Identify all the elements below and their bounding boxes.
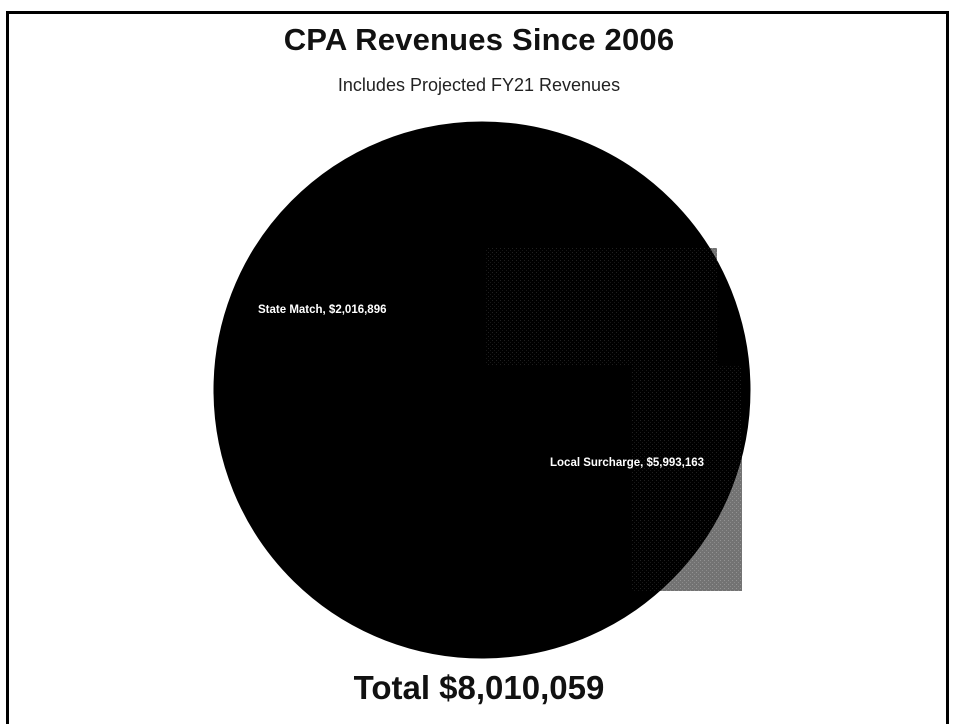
chart-subtitle: Includes Projected FY21 Revenues (337, 75, 621, 95)
data-label-state-match: State Match, $2,016,896 (258, 304, 387, 316)
data-label-local-surcharge: Local Surcharge, $5,993,163 (550, 457, 704, 469)
chart-title: CPA Revenues Since 2006 (283, 22, 675, 57)
pie-slice-state-match (213, 121, 483, 394)
chart-total: Total $8,010,059 (353, 669, 605, 706)
scan-texture-patch (485, 248, 717, 366)
scan-texture-patch (632, 366, 742, 591)
